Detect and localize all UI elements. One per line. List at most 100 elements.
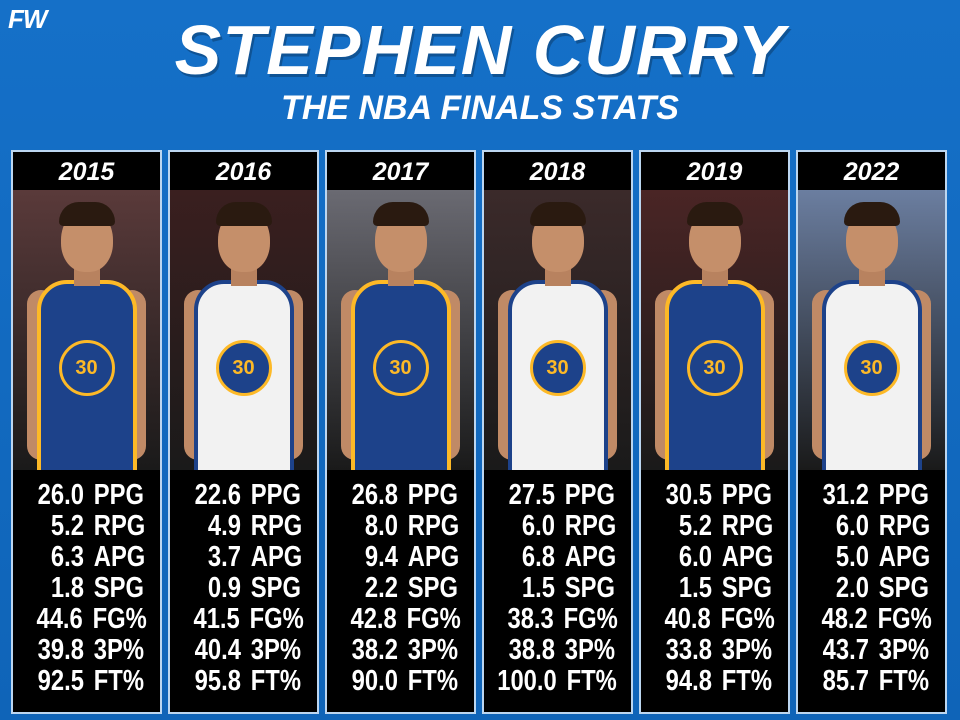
stat-label: RPG	[407, 510, 460, 542]
player-photo: 30	[484, 190, 631, 470]
stat-label: 3P%	[878, 634, 930, 666]
stat-row: 38.8 3P%	[497, 635, 618, 666]
stat-label: APG	[93, 541, 146, 573]
jersey-logo: 30	[529, 340, 586, 396]
stat-row: 1.5 SPG	[497, 573, 618, 604]
player-photo: 30	[13, 190, 160, 470]
stat-row: 44.6 FG%	[26, 604, 147, 635]
jersey-logo: 30	[215, 340, 272, 396]
stat-label: SPG	[93, 572, 145, 604]
player-photo: 30	[798, 190, 945, 470]
season-year: 2022	[798, 152, 945, 190]
stat-value: 6.0	[835, 510, 869, 542]
jersey-logo: 30	[372, 340, 429, 396]
stat-label: 3P%	[250, 634, 302, 666]
stat-row: 39.8 3P%	[26, 635, 147, 666]
jersey-logo: 30	[843, 340, 900, 396]
season-column: 2018 30 27.5 PPG 6.0 RPG 6.8 APG 1.5 SPG 38.3 FG%…	[482, 150, 633, 714]
stat-value: 33.8	[665, 634, 712, 666]
stat-row: 38.3 FG%	[497, 603, 617, 635]
fw-logo: FW	[8, 4, 47, 34]
stat-row: 2.0 SPG	[811, 573, 932, 604]
stat-value: 95.8	[194, 665, 241, 697]
stat-row: 30.5 PPG	[654, 480, 775, 511]
stat-value: 9.4	[364, 541, 398, 573]
stat-label: FT%	[93, 665, 144, 697]
stat-label: RPG	[564, 510, 617, 542]
stat-value: 3.7	[207, 541, 241, 573]
stat-label: APG	[878, 541, 931, 573]
stat-row: 4.9 RPG	[183, 511, 304, 542]
stat-row: 0.9 SPG	[183, 573, 304, 604]
stat-row: 90.0 FT%	[340, 666, 461, 697]
stat-row: 95.8 FT%	[183, 666, 304, 697]
stat-label: FG%	[92, 603, 147, 635]
stat-value: 40.4	[194, 634, 241, 666]
season-column: 2017 30 26.8 PPG 8.0 RPG 9.4 APG 2.2 SPG 42.8 FG%…	[325, 150, 476, 714]
stat-label: RPG	[93, 510, 146, 542]
stat-value: 26.0	[37, 479, 84, 511]
stat-label: RPG	[878, 510, 931, 542]
player-photo: 30	[170, 190, 317, 470]
stat-label: FT%	[878, 665, 929, 697]
stat-value: 2.2	[364, 572, 398, 604]
stat-label: APG	[250, 541, 303, 573]
stat-row: 22.6 PPG	[183, 480, 304, 511]
stat-row: 92.5 FT%	[26, 666, 147, 697]
season-column: 2022 30 31.2 PPG 6.0 RPG 5.0 APG 2.0 SPG 48.2 FG%…	[796, 150, 947, 714]
stat-label: FT%	[721, 665, 772, 697]
player-photo: 30	[641, 190, 788, 470]
stat-value: 38.2	[351, 634, 398, 666]
stat-value: 43.7	[822, 634, 869, 666]
stat-label: APG	[407, 541, 460, 573]
stat-label: PPG	[93, 479, 145, 511]
stat-value: 26.8	[351, 479, 398, 511]
stat-label: 3P%	[721, 634, 773, 666]
season-year: 2019	[641, 152, 788, 190]
stat-row: 94.8 FT%	[654, 666, 775, 697]
stat-row: 5.2 RPG	[26, 511, 147, 542]
stat-row: 48.2 FG%	[811, 603, 932, 635]
stat-row: 3.7 APG	[183, 542, 304, 573]
season-year: 2015	[13, 152, 160, 190]
stat-value: 1.5	[521, 572, 555, 604]
stat-row: 40.8 FG%	[654, 603, 775, 635]
stat-value: 42.8	[350, 603, 397, 635]
stat-row: 85.7 FT%	[811, 666, 932, 697]
stat-label: 3P%	[407, 634, 459, 666]
stat-label: FG%	[877, 603, 932, 635]
stats-panel: 27.5 PPG 6.0 RPG 6.8 APG 1.5 SPG 38.3 FG% 38.8 3P% 1…	[484, 470, 631, 712]
stat-label: SPG	[564, 572, 616, 604]
season-column: 2019 30 30.5 PPG 5.2 RPG 6.0 APG 1.5 SPG 40.8 FG%…	[639, 150, 790, 714]
stat-value: 5.2	[678, 510, 712, 542]
stat-label: PPG	[721, 479, 773, 511]
stat-value: 30.5	[665, 479, 712, 511]
stat-value: 31.2	[822, 479, 869, 511]
stat-value: 38.3	[507, 603, 554, 635]
stat-value: 4.9	[207, 510, 241, 542]
season-year: 2018	[484, 152, 631, 190]
stat-value: 5.2	[50, 510, 84, 542]
stats-panel: 31.2 PPG 6.0 RPG 5.0 APG 2.0 SPG 48.2 FG% 43.7 3P% 8…	[798, 470, 945, 712]
stat-value: 6.0	[678, 541, 712, 573]
stat-label: FG%	[720, 603, 775, 635]
stat-row: 31.2 PPG	[811, 480, 932, 511]
stat-label: RPG	[721, 510, 774, 542]
jersey-logo: 30	[58, 340, 115, 396]
stat-value: 5.0	[835, 541, 869, 573]
stat-row: 33.8 3P%	[654, 635, 775, 666]
stat-value: 6.0	[521, 510, 555, 542]
stat-row: 40.4 3P%	[183, 635, 304, 666]
stat-label: RPG	[250, 510, 303, 542]
stats-panel: 26.8 PPG 8.0 RPG 9.4 APG 2.2 SPG 42.8 FG% 38.2 3P% 9…	[327, 470, 474, 712]
stat-value: 92.5	[37, 665, 84, 697]
season-columns: 2015 30 26.0 PPG 5.2 RPG 6.3 APG 1.8 SPG 44.6 FG%…	[11, 150, 947, 714]
stat-value: 8.0	[364, 510, 398, 542]
stat-value: 100.0	[497, 665, 557, 697]
stat-label: PPG	[878, 479, 930, 511]
stat-label: FG%	[406, 603, 461, 635]
season-column: 2016 30 22.6 PPG 4.9 RPG 3.7 APG 0.9 SPG 41.5 FG%…	[168, 150, 319, 714]
stat-label: PPG	[250, 479, 302, 511]
stat-label: SPG	[250, 572, 302, 604]
stat-row: 6.0 RPG	[497, 511, 618, 542]
